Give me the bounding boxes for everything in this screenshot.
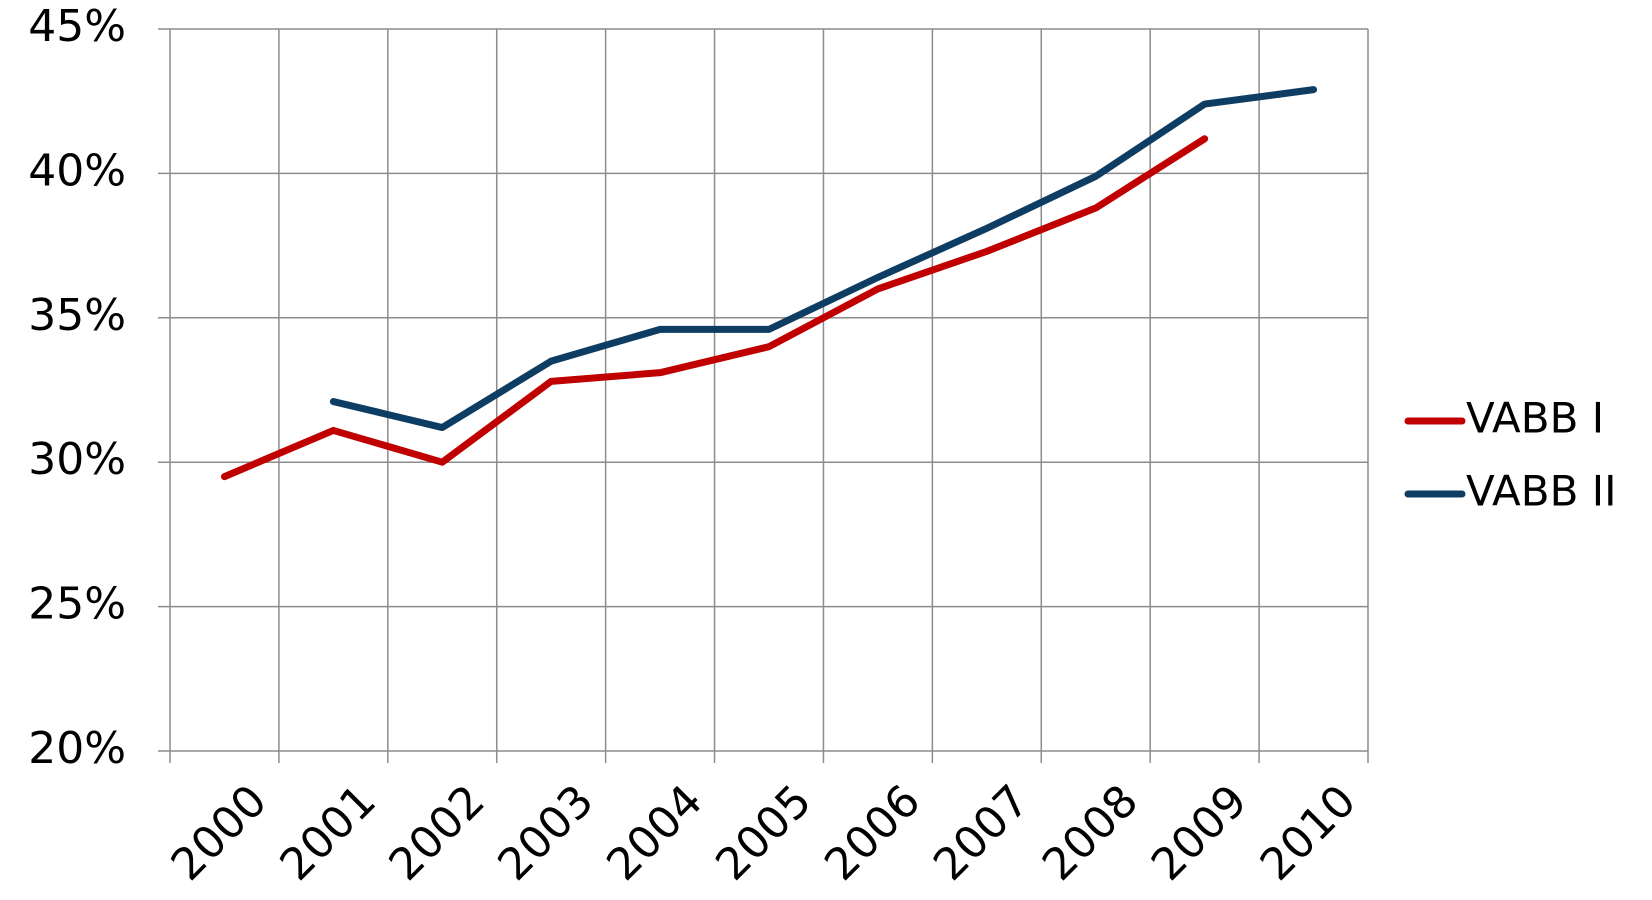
x-tick-label: 2007 xyxy=(924,775,1039,890)
series-line xyxy=(220,135,1209,481)
x-tick-label: 2000 xyxy=(162,775,277,890)
y-tick-label: 25% xyxy=(28,579,126,630)
legend-label: VABB II xyxy=(1466,467,1617,516)
x-tick-label: 2006 xyxy=(815,775,930,890)
y-tick-label: 45% xyxy=(28,1,126,52)
x-tick-label: 2002 xyxy=(379,775,494,890)
x-tick-label: 2010 xyxy=(1251,775,1366,890)
x-tick-label: 2003 xyxy=(488,775,603,890)
y-tick-label: 40% xyxy=(28,145,126,196)
y-tick-label: 30% xyxy=(28,434,126,485)
x-tick-label: 2001 xyxy=(271,775,386,890)
y-tick-label: 20% xyxy=(28,723,126,774)
x-tick-label: 2009 xyxy=(1142,775,1257,890)
y-tick-label: 35% xyxy=(28,290,126,341)
x-tick-label: 2005 xyxy=(706,775,821,890)
x-tick-label: 2008 xyxy=(1033,775,1148,890)
series-line xyxy=(329,86,1318,432)
x-tick-label: 2004 xyxy=(597,775,712,890)
legend-label: VABB I xyxy=(1466,394,1604,443)
